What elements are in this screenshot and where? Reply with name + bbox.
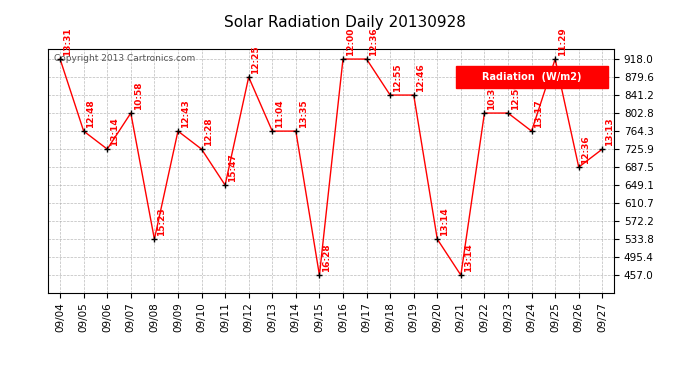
Text: 13:14: 13:14 [464,244,473,272]
Text: 15:47: 15:47 [228,153,237,182]
Text: 12:00: 12:00 [346,28,355,56]
Text: 12:50: 12:50 [511,82,520,110]
Text: Copyright 2013 Cartronics.com: Copyright 2013 Cartronics.com [54,54,195,63]
Text: 12:25: 12:25 [251,46,260,74]
Text: Radiation  (W/m2): Radiation (W/m2) [482,72,582,82]
Text: 13:14: 13:14 [110,118,119,146]
Text: 13:17: 13:17 [534,100,543,128]
Text: 15:23: 15:23 [157,208,166,236]
Text: 13:13: 13:13 [605,118,614,146]
Text: 12:48: 12:48 [86,100,95,128]
Text: 11:29: 11:29 [558,27,567,56]
Text: 16:28: 16:28 [322,244,331,272]
Text: 13:14: 13:14 [440,208,449,236]
Text: 13:31: 13:31 [63,28,72,56]
FancyBboxPatch shape [455,66,609,88]
Text: 12:36: 12:36 [582,136,591,164]
Text: 10:58: 10:58 [134,82,143,110]
Text: 11:04: 11:04 [275,100,284,128]
Text: 12:28: 12:28 [204,118,213,146]
Text: 12:55: 12:55 [393,64,402,92]
Text: 12:43: 12:43 [181,100,190,128]
Text: 12:36: 12:36 [369,28,378,56]
Text: Solar Radiation Daily 20130928: Solar Radiation Daily 20130928 [224,15,466,30]
Text: 10:32: 10:32 [487,82,496,110]
Text: 12:46: 12:46 [417,63,426,92]
Text: 13:35: 13:35 [299,100,308,128]
